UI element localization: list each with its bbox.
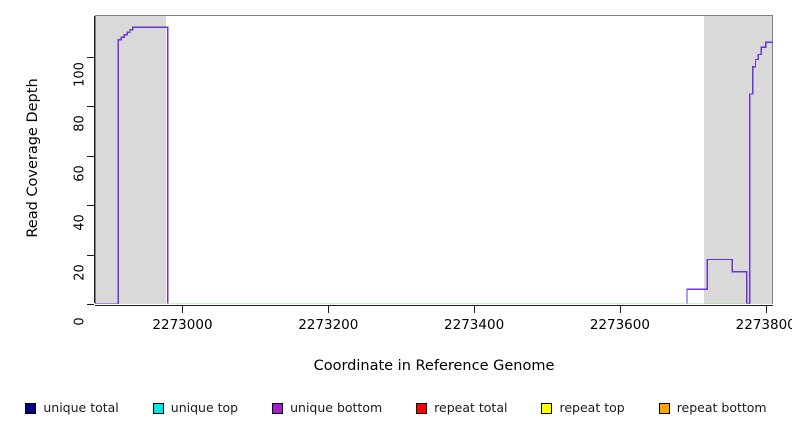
- x-axis-tick: [765, 306, 767, 313]
- legend-item-unique-bottom[interactable]: unique bottom: [272, 401, 382, 415]
- x-axis-tick-label: 2273800: [735, 317, 792, 333]
- legend-item-unique-total[interactable]: unique total: [25, 400, 119, 415]
- legend-swatch-icon: [658, 402, 670, 414]
- legend-label: unique top: [170, 400, 239, 415]
- x-axis-tick-label: 2273200: [298, 317, 359, 333]
- y-axis: [86, 15, 95, 305]
- x-axis-tick-label: 2273400: [444, 317, 505, 333]
- y-axis-line: [94, 16, 95, 303]
- plot-top-border: [95, 15, 773, 16]
- y-axis-tick: [87, 155, 94, 157]
- x-axis-tick: [619, 306, 621, 313]
- legend-item-repeat-top[interactable]: repeat top: [541, 400, 625, 415]
- y-axis-tick: [87, 304, 94, 305]
- y-axis-tick-label: 80: [72, 115, 88, 133]
- x-axis-tick-label: 2273000: [152, 317, 213, 333]
- legend-swatch-icon: [541, 402, 553, 414]
- plot-right-border: [772, 15, 773, 304]
- y-axis-tick-label: 0: [72, 317, 88, 326]
- chart-legend: unique total unique top unique bottom repea…: [0, 398, 792, 418]
- y-axis-tick: [87, 56, 94, 58]
- y-axis-tick: [87, 205, 94, 207]
- legend-label: repeat bottom: [676, 400, 767, 415]
- x-axis-tick: [328, 306, 330, 313]
- x-axis-tick-label: 2273600: [589, 317, 650, 333]
- right-repeat-region: [703, 15, 773, 304]
- legend-label: unique total: [43, 400, 119, 415]
- series-line-unique-bottom: [95, 26, 773, 304]
- y-axis-title: Read Coverage Depth: [25, 78, 41, 238]
- legend-swatch-icon: [152, 402, 164, 414]
- y-axis-tick-label: 20: [72, 263, 88, 281]
- legend-label: unique bottom: [290, 400, 383, 415]
- legend-swatch-icon: [25, 402, 37, 414]
- x-axis: [95, 305, 773, 314]
- plot-left-border: [95, 15, 96, 304]
- x-axis-tick-labels: 2273000 2273200 2273400 2273600 2273800: [95, 317, 792, 335]
- x-axis-line: [95, 305, 773, 306]
- coverage-series-svg: [95, 26, 773, 304]
- legend-item-unique-top[interactable]: unique top: [152, 400, 239, 415]
- legend-swatch-icon: [272, 402, 284, 414]
- y-axis-tick-label: 40: [72, 214, 88, 231]
- legend-swatch-icon: [416, 402, 428, 414]
- y-axis-tick: [87, 254, 94, 256]
- left-repeat-region: [95, 15, 167, 304]
- legend-label: repeat total: [434, 400, 508, 415]
- plot-area: [95, 15, 773, 304]
- x-axis-tick: [474, 306, 476, 313]
- y-axis-tick-label: 100: [72, 62, 88, 87]
- y-axis-tick-labels: 0 20 40 60 80 100: [44, 15, 88, 326]
- legend-item-repeat-total[interactable]: repeat total: [416, 401, 507, 415]
- plot-background: [95, 15, 773, 304]
- y-axis-tick: [87, 106, 94, 108]
- legend-item-repeat-bottom[interactable]: repeat bottom: [658, 400, 767, 415]
- x-axis-tick: [182, 306, 184, 313]
- legend-label: repeat top: [559, 400, 625, 415]
- x-axis-title: Coordinate in Reference Genome: [313, 358, 555, 374]
- y-axis-tick-label: 60: [72, 165, 88, 182]
